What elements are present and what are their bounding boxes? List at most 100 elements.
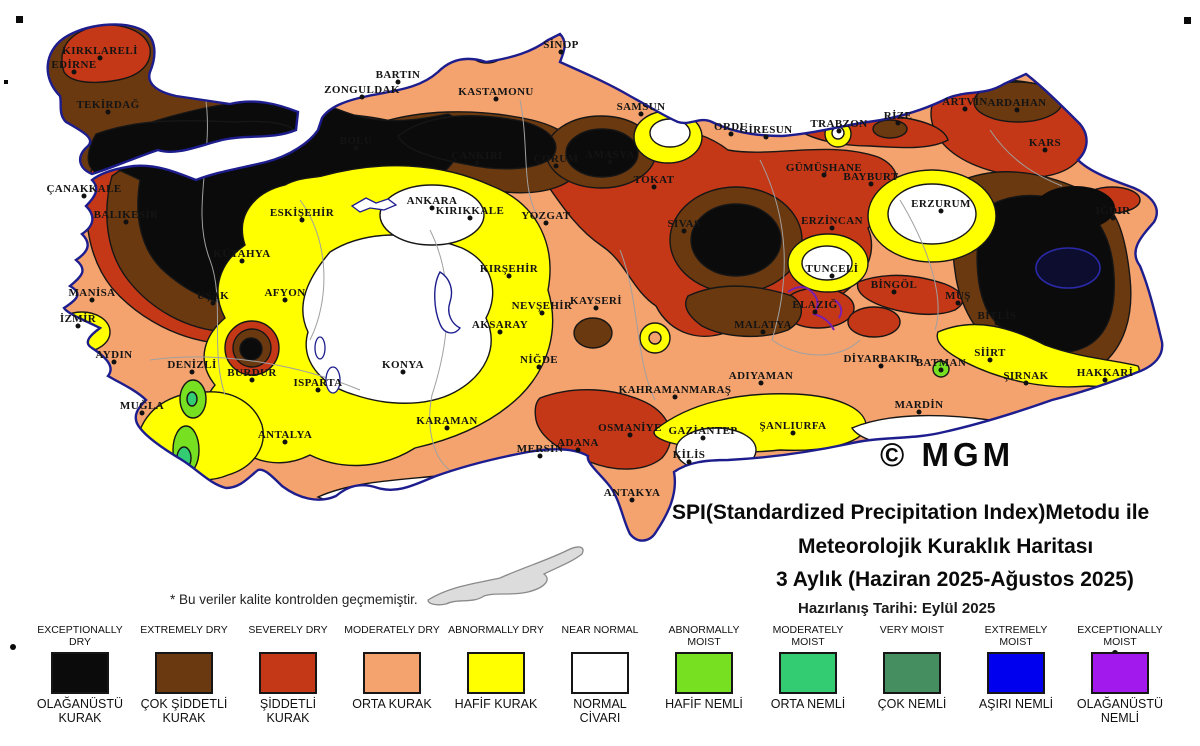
stray-mark bbox=[4, 80, 8, 84]
city-dot bbox=[429, 205, 435, 211]
city-dot bbox=[916, 409, 922, 415]
city-marker: SİVAS bbox=[668, 219, 700, 234]
city-label: KONYA bbox=[382, 359, 424, 371]
city-label: HAKKARİ bbox=[1076, 367, 1134, 379]
legend-label-tr: OLAĞANÜSTÜ NEMLİ bbox=[1076, 697, 1164, 725]
city-marker: SİİRT bbox=[974, 348, 1005, 363]
coastline bbox=[46, 23, 1164, 542]
lakes-rivers bbox=[314, 197, 1101, 394]
city-label: AFYON bbox=[264, 287, 306, 299]
city-label: KAHRAMANMARAŞ bbox=[618, 384, 732, 396]
map-title-line1: SPI(Standardized Precipitation Index)Met… bbox=[672, 501, 1150, 524]
city-label: KÜTAHYA bbox=[213, 248, 271, 260]
city-marker: KÜTAHYA bbox=[213, 249, 270, 264]
city-dot bbox=[553, 163, 559, 169]
legend-item: VERY MOIST ÇOK NEMLİ bbox=[860, 624, 964, 746]
city-dot bbox=[575, 447, 581, 453]
city-label: ESKİŞEHİR bbox=[269, 207, 335, 219]
city-dot bbox=[71, 69, 77, 75]
city-label: ANTAKYA bbox=[603, 487, 661, 499]
legend-label-en: EXTREMELY DRY bbox=[140, 624, 228, 636]
city-label: BARTIN bbox=[375, 69, 421, 81]
legend-item: SEVERELY DRY ŞİDDETLİ KURAK bbox=[236, 624, 340, 746]
city-label: ORDU bbox=[714, 121, 748, 133]
city-marker: ÇANAKKALE bbox=[46, 184, 121, 199]
legend-label-tr: ÇOK ŞİDDETLİ KURAK bbox=[140, 697, 228, 725]
city-marker: KAHRAMANMARAŞ bbox=[619, 385, 731, 400]
city-marker: ARDAHAN bbox=[987, 98, 1046, 113]
city-label: ERZİNCAN bbox=[801, 215, 863, 227]
city-marker: İZMİR bbox=[60, 314, 96, 329]
city-label: ÇORUM bbox=[533, 153, 579, 165]
city-dot bbox=[1110, 215, 1116, 221]
city-marker: ŞANLIURFA bbox=[760, 421, 826, 436]
city-marker: NİĞDE bbox=[520, 355, 558, 370]
city-marker: ESKİŞEHİR bbox=[270, 208, 334, 223]
city-dot bbox=[829, 225, 835, 231]
city-dot bbox=[593, 305, 599, 311]
city-dot bbox=[506, 273, 512, 279]
legend-swatch bbox=[467, 652, 525, 694]
legend-swatch bbox=[779, 652, 837, 694]
city-dot bbox=[97, 55, 103, 61]
city-dot bbox=[790, 430, 796, 436]
city-marker: AMASYA bbox=[585, 150, 634, 165]
city-label: ELAZIĞ bbox=[792, 299, 838, 311]
city-label: ARDAHAN bbox=[987, 97, 1047, 109]
prepared-date: Hazırlanış Tarihi: Eylül 2025 bbox=[798, 600, 996, 617]
legend-label-en: ABNORMALLY MOIST bbox=[668, 624, 740, 648]
city-dot bbox=[1014, 107, 1020, 113]
city-label: SİVAS bbox=[667, 218, 701, 230]
city-marker: AFYON bbox=[264, 288, 305, 303]
city-dot bbox=[895, 120, 901, 126]
city-dot bbox=[812, 309, 818, 315]
city-dot bbox=[891, 289, 897, 295]
city-dot bbox=[938, 208, 944, 214]
map-title-line2: Meteorolojik Kuraklık Haritası bbox=[798, 535, 1094, 558]
city-dot bbox=[444, 425, 450, 431]
legend-label-tr: HAFİF NEMLİ bbox=[665, 697, 743, 711]
city-dot bbox=[282, 297, 288, 303]
legend-label-en: NEAR NORMAL bbox=[561, 624, 639, 636]
legend-label-tr: ŞİDDETLİ KURAK bbox=[259, 697, 317, 725]
city-marker: BATMAN bbox=[916, 358, 966, 373]
city-label: SİİRT bbox=[974, 347, 1006, 359]
legend-label-en: EXTREMELY MOIST bbox=[984, 624, 1048, 648]
legend-item: ABNORMALLY DRY HAFİF KURAK bbox=[444, 624, 548, 746]
legend-item: EXTREMELY MOIST AŞIRI NEMLİ bbox=[964, 624, 1068, 746]
city-dot bbox=[651, 184, 657, 190]
city-marker: KIRIKKALE bbox=[436, 206, 504, 221]
city-marker: BALIKESİR bbox=[94, 210, 158, 225]
legend-item: MODERATELY MOIST ORTA NEMLİ bbox=[756, 624, 860, 746]
city-dot bbox=[821, 172, 827, 178]
city-dot bbox=[1023, 380, 1029, 386]
city-marker: ÇANKIRI bbox=[451, 151, 502, 166]
city-dot bbox=[75, 323, 81, 329]
lake-ankara bbox=[350, 197, 398, 213]
city-dot bbox=[353, 145, 359, 151]
legend-item: ABNORMALLY MOIST HAFİF NEMLİ bbox=[652, 624, 756, 746]
city-label: KAYSERİ bbox=[570, 295, 622, 307]
city-label: MARDİN bbox=[894, 399, 944, 411]
city-marker: MERSİN bbox=[517, 444, 563, 459]
city-marker: OSMANİYE bbox=[598, 423, 661, 438]
city-label: SAMSUN bbox=[616, 101, 666, 113]
city-label: GİRESUN bbox=[739, 124, 793, 136]
city-label: BAYBURT bbox=[843, 171, 899, 183]
city-marker: ANKARA bbox=[407, 196, 457, 211]
city-marker: AYDIN bbox=[95, 350, 132, 365]
city-marker: BAYBURT bbox=[843, 172, 898, 187]
city-label: ŞANLIURFA bbox=[759, 420, 827, 432]
city-marker: MANİSA bbox=[68, 288, 115, 303]
city-dot bbox=[400, 369, 406, 375]
legend-label-tr: HAFİF KURAK bbox=[454, 697, 538, 711]
legend-item: EXCEPTIONALLY DRY OLAĞANÜSTÜ KURAK bbox=[28, 624, 132, 746]
city-marker: MALATYA bbox=[734, 320, 792, 335]
city-marker: TOKAT bbox=[634, 175, 674, 190]
legend-label-en: EXCEPTIONALLY DRY bbox=[37, 624, 123, 648]
city-dot bbox=[994, 320, 1000, 326]
city-marker: MUĞLA bbox=[120, 401, 164, 416]
city-label: IĞDIR bbox=[1095, 205, 1131, 217]
city-marker: DENİZLİ bbox=[167, 360, 216, 375]
city-dot bbox=[987, 357, 993, 363]
